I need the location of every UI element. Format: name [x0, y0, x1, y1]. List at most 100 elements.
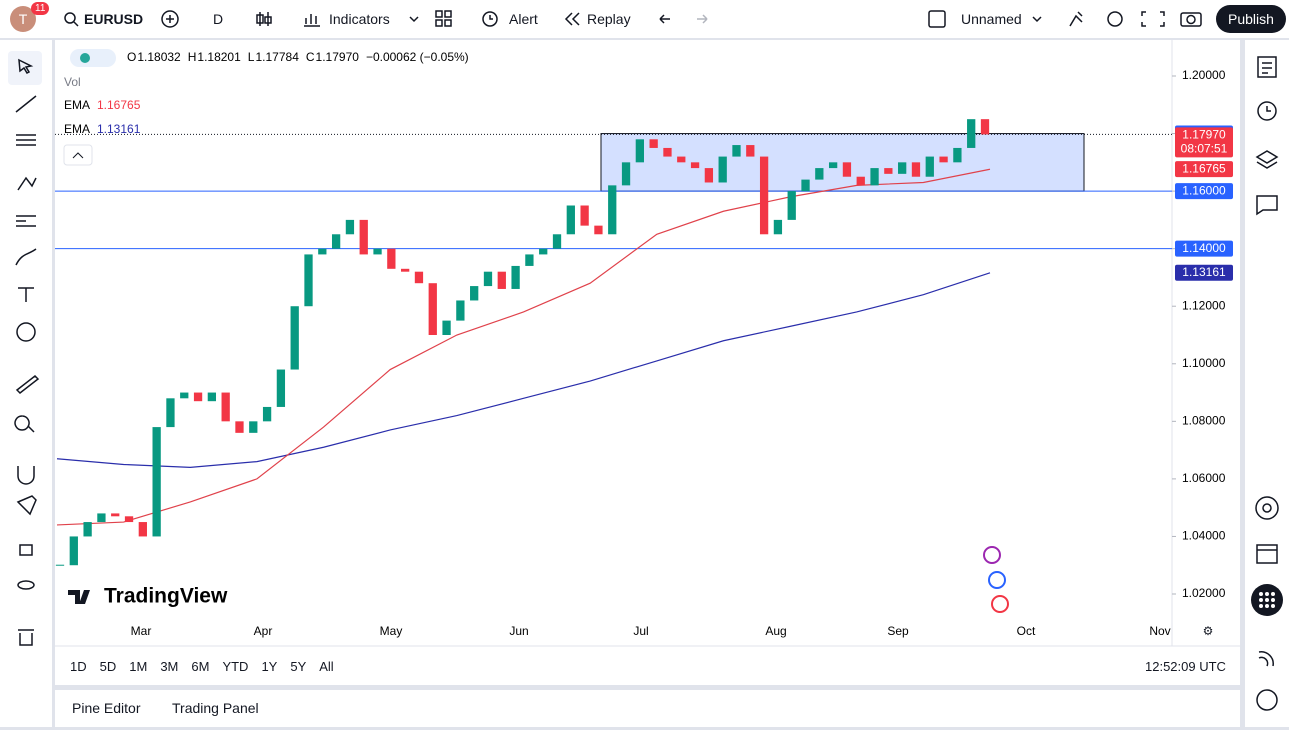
replay[interactable]: Replay: [587, 11, 631, 27]
y-tick-label: 1.08000: [1182, 414, 1226, 428]
candle: [69, 536, 78, 566]
alert[interactable]: Alert: [509, 11, 538, 27]
y-tick-label: 1.04000: [1182, 529, 1226, 543]
candle: [124, 516, 134, 523]
left-toolbar: [0, 40, 52, 727]
candle: [608, 185, 617, 235]
ema-label: EMA: [64, 122, 90, 136]
candle: [939, 156, 948, 163]
candle: [649, 139, 658, 148]
candle: [801, 179, 810, 192]
tab[interactable]: Trading Panel: [172, 700, 259, 716]
price-tag: [1175, 127, 1233, 158]
x-tick-label: May: [380, 624, 403, 638]
y-tick-label: 1.02000: [1182, 586, 1226, 600]
range-button[interactable]: 3M: [160, 659, 179, 674]
candle: [967, 119, 976, 148]
candle: [262, 406, 272, 422]
candle: [953, 147, 962, 163]
x-tick-label: Oct: [1017, 624, 1036, 638]
ohlc-key: O: [127, 50, 136, 64]
range-button[interactable]: 1D: [70, 659, 87, 674]
symbol[interactable]: EURUSD: [84, 11, 144, 27]
candle: [401, 268, 410, 272]
candle: [842, 162, 852, 177]
y-tick-label: 1.12000: [1182, 298, 1226, 312]
candle: [911, 162, 921, 177]
range-button[interactable]: 1Y: [261, 659, 278, 674]
range-button[interactable]: 1M: [129, 659, 148, 674]
x-tick-label: Aug: [765, 624, 786, 638]
price-tag-label: 1.17970: [1182, 128, 1226, 142]
candle: [677, 156, 686, 163]
price-tag: [1175, 183, 1233, 200]
chart-pane: Vol EMA 1.16765 EMA 1.13161 ⚙ O 1.18032 H 1…: [55, 40, 1240, 685]
candle: [166, 398, 175, 428]
candle: [456, 300, 465, 321]
ohlc-key: L: [248, 50, 255, 64]
event-icon: [983, 546, 1001, 564]
candle: [497, 271, 506, 289]
bottom-panel: Pine Editor Trading Panel: [55, 690, 1240, 727]
candle: [193, 392, 203, 402]
candle: [345, 219, 355, 235]
candle: [594, 225, 603, 235]
candle: [787, 191, 796, 220]
candle: [276, 369, 286, 407]
top-bar: T 11 EURUSD D Indicators Alert Replay Un…: [0, 0, 1289, 39]
price-tag-label: 1.13161: [1182, 265, 1226, 279]
candle: [525, 254, 534, 266]
x-tick-label: Mar: [131, 624, 152, 638]
candle: [704, 168, 714, 183]
range-bar: 1D 5D 1M 3M 6M YTD 1Y 5Y All 12:52:09 UTC: [55, 648, 1240, 685]
range-button[interactable]: 5D: [99, 659, 117, 674]
range-button[interactable]: 5Y: [290, 659, 307, 674]
candle: [746, 145, 755, 157]
event-icon: [991, 595, 1009, 613]
publish[interactable]: Publish: [1216, 5, 1286, 33]
ema-label: EMA: [64, 98, 90, 112]
range-button[interactable]: 6M: [191, 659, 210, 674]
x-tick-label: Jul: [633, 624, 648, 638]
candle: [580, 205, 589, 226]
candle: [152, 427, 161, 537]
price-tag-timer: 08:07:51: [1181, 142, 1228, 156]
indicators[interactable]: Indicators: [329, 11, 390, 27]
clock: 12:52:09 UTC: [1145, 659, 1226, 674]
candle: [898, 162, 907, 174]
candle: [773, 219, 783, 235]
candle: [414, 271, 424, 284]
candle: [690, 162, 700, 169]
price-tag-label: 1.16765: [1182, 161, 1226, 175]
ohlc-value: 1.17784: [255, 50, 299, 64]
y-tick-label: 1.10000: [1182, 356, 1226, 370]
candle: [828, 162, 838, 169]
top-icons: [64, 10, 1202, 28]
range-button[interactable]: All: [319, 659, 334, 674]
price-tag: [1175, 161, 1233, 178]
vol-label: Vol: [64, 75, 81, 89]
event-icon: [988, 571, 1006, 589]
logo: TradingView: [104, 585, 228, 608]
candle: [442, 320, 451, 335]
ohlc-value: 1.18032: [137, 50, 181, 64]
candle: [759, 156, 769, 235]
interval[interactable]: D: [213, 11, 224, 27]
x-tick-label: Sep: [887, 624, 909, 638]
x-tick-label: Nov: [1149, 624, 1170, 638]
ohlc-value: 1.17970: [316, 50, 360, 64]
candle: [552, 234, 562, 249]
candle: [387, 248, 396, 269]
candle: [870, 168, 879, 186]
layout-name[interactable]: Unnamed: [961, 11, 1022, 27]
candle: [621, 162, 631, 186]
candle: [470, 286, 479, 301]
candle: [511, 265, 520, 289]
range-button[interactable]: YTD: [222, 659, 249, 674]
price-tag-label: 1.16000: [1182, 183, 1226, 197]
candle: [884, 168, 893, 174]
candle: [815, 168, 824, 180]
candle: [331, 234, 341, 249]
tab[interactable]: Pine Editor: [72, 700, 141, 716]
